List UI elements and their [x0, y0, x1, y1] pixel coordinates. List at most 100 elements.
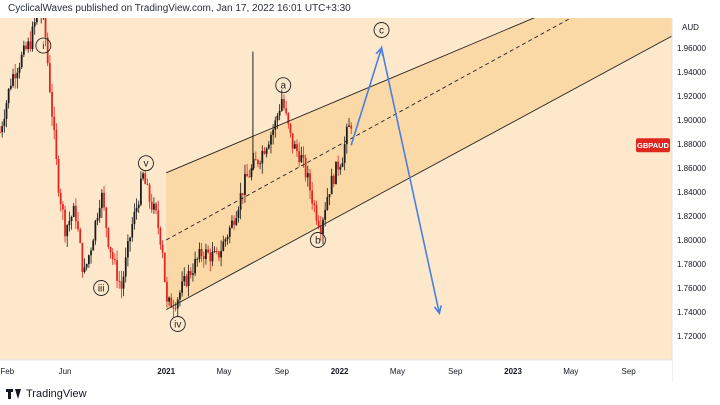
candle-body — [265, 148, 268, 154]
candle-body — [159, 228, 162, 245]
candle-body — [343, 144, 346, 163]
candle-body — [135, 207, 138, 212]
candle-body — [293, 144, 296, 149]
candle-body — [235, 217, 238, 225]
candle-body — [109, 247, 112, 253]
wave-label-circle — [93, 280, 110, 296]
candle-body — [226, 236, 229, 240]
candle-body — [224, 239, 227, 242]
candle-body — [18, 67, 21, 73]
candle-body — [103, 192, 105, 208]
candle-body — [126, 241, 129, 258]
candle-body — [81, 242, 84, 273]
candle-body — [142, 173, 144, 179]
candle-body — [29, 41, 32, 50]
candle-body — [137, 204, 140, 208]
candle-body — [181, 281, 183, 293]
candle-body — [304, 157, 307, 178]
candle-body — [155, 203, 157, 211]
wave-label: a — [280, 81, 286, 92]
candle-body — [107, 227, 110, 248]
candle-body — [87, 255, 90, 265]
candle-body — [5, 103, 8, 119]
candle-body — [44, 18, 47, 38]
candle-body — [31, 26, 34, 50]
wave-label-circle — [275, 77, 292, 94]
wave-label-circle — [169, 316, 186, 332]
candle-body — [170, 297, 173, 308]
candle-body — [211, 251, 214, 262]
projection-arrowhead-down — [433, 305, 442, 315]
brand-label: TradingView — [26, 388, 87, 400]
candle-body — [183, 276, 186, 282]
candle-body — [300, 155, 303, 163]
candle-body — [322, 219, 324, 234]
candle-body — [90, 250, 92, 256]
candle-body — [25, 45, 27, 50]
x-tick-label: 2021 — [157, 367, 175, 376]
candle-body — [330, 175, 333, 195]
candle-body — [118, 280, 121, 282]
candle-body — [189, 271, 192, 275]
candle-body — [150, 201, 153, 210]
candle-body — [244, 173, 246, 195]
chart-area[interactable]: i iii v iv a b c AUD 1.96000 1.94000 1.92000 1.9000… — [0, 18, 720, 382]
candle-body — [59, 192, 62, 204]
time-axis — [0, 360, 672, 382]
y-tick-label: 1.82000 — [677, 212, 706, 221]
candle-body — [278, 110, 281, 116]
candle-body — [120, 281, 123, 289]
currency-label: AUD — [682, 23, 699, 32]
x-tick-label: 2023 — [504, 367, 522, 376]
x-tick-label: May — [390, 367, 405, 376]
candle-body — [144, 173, 147, 185]
candle-body — [3, 118, 6, 127]
candle-body — [207, 249, 210, 253]
y-tick-label: 1.94000 — [677, 68, 706, 77]
candle-body — [96, 217, 99, 221]
candle-body — [263, 150, 266, 154]
candle-body — [196, 258, 199, 260]
candle-body — [68, 221, 71, 226]
candle-body — [153, 203, 155, 210]
tradingview-logo-icon — [6, 389, 22, 399]
candle-body — [213, 250, 216, 252]
candle-body — [22, 45, 25, 55]
candle-body — [309, 173, 311, 191]
candle-body — [285, 108, 288, 114]
candle-body — [122, 276, 125, 289]
candle-body — [192, 273, 194, 275]
candle-body — [27, 41, 30, 50]
candle-body — [326, 197, 329, 210]
candle-body — [218, 251, 220, 258]
candle-body — [92, 240, 95, 251]
candle-body — [246, 173, 249, 177]
wave-label: iii — [98, 284, 105, 295]
y-tick-label: 1.84000 — [677, 188, 706, 197]
publish-info: CyclicalWaves published on TradingView.c… — [8, 3, 351, 14]
candle-body — [85, 264, 88, 268]
candle-body — [267, 144, 270, 149]
x-tick-label: Sep — [275, 367, 290, 376]
candle-body — [161, 244, 164, 253]
candle-body — [350, 125, 353, 129]
candle-body — [319, 226, 322, 234]
candle-body — [163, 252, 166, 282]
candle-body — [176, 299, 179, 309]
x-tick-label: Jun — [59, 367, 72, 376]
tradingview-brand[interactable]: TradingView — [6, 386, 87, 402]
candle-body — [261, 150, 264, 164]
last-price-badge — [636, 138, 670, 153]
candle-body — [133, 211, 136, 225]
candle-body — [83, 267, 86, 273]
candle-body — [257, 160, 259, 164]
candle-body — [270, 134, 272, 145]
x-tick-label: May — [216, 367, 231, 376]
candle-body — [77, 221, 79, 230]
candle-body — [200, 249, 203, 256]
candle-body — [20, 54, 23, 68]
y-tick-label: 1.78000 — [677, 260, 706, 269]
candle-body — [311, 190, 314, 204]
candle-body — [55, 130, 58, 160]
